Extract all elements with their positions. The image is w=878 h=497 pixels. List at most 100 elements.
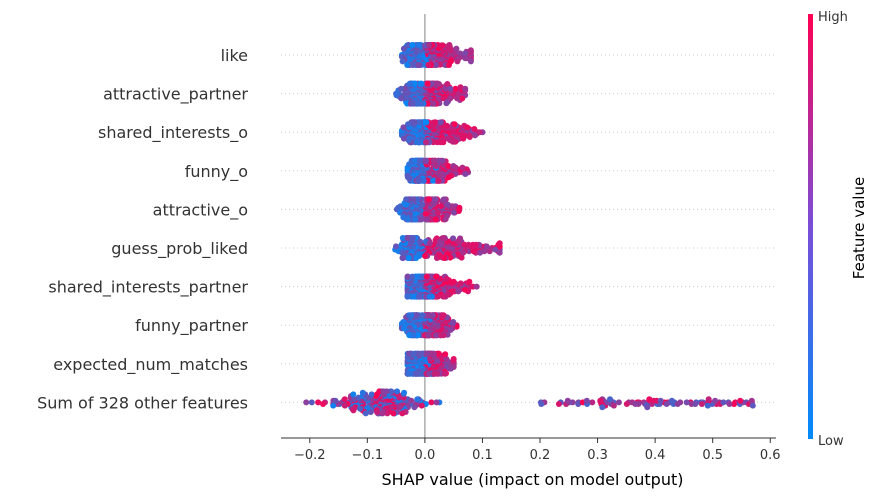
shap-point bbox=[405, 137, 412, 144]
row-guides bbox=[281, 54, 776, 403]
shap-point bbox=[483, 243, 490, 250]
shap-point bbox=[405, 121, 412, 128]
shap-point bbox=[399, 235, 406, 241]
shap-point bbox=[657, 397, 664, 404]
shap-point bbox=[401, 135, 407, 142]
shap-point bbox=[437, 139, 444, 146]
shap-point bbox=[444, 212, 451, 219]
shap-point bbox=[441, 196, 448, 203]
shap-point bbox=[412, 370, 419, 377]
x-tick-label: −0.1 bbox=[352, 448, 384, 463]
shap-point bbox=[473, 283, 480, 290]
shap-point bbox=[440, 312, 447, 319]
feature-label: funny_o bbox=[185, 162, 248, 182]
shap-point bbox=[400, 214, 407, 221]
shap-point bbox=[731, 401, 738, 407]
shap-point bbox=[453, 45, 460, 52]
shap-point bbox=[444, 201, 451, 208]
shap-point bbox=[674, 401, 681, 407]
shap-point bbox=[457, 84, 464, 91]
shap-point bbox=[440, 235, 447, 241]
shap-point bbox=[416, 293, 423, 300]
shap-point bbox=[394, 388, 401, 395]
shap-point bbox=[445, 135, 451, 142]
shap-point bbox=[320, 401, 326, 407]
shap-point bbox=[430, 100, 437, 107]
shap-point bbox=[409, 273, 416, 280]
shap-point bbox=[443, 100, 450, 107]
shap-point bbox=[462, 50, 468, 57]
shap-point bbox=[704, 402, 711, 409]
shap-point bbox=[455, 288, 462, 295]
shap-point bbox=[471, 126, 478, 132]
shap-point bbox=[705, 396, 712, 403]
shap-point bbox=[418, 402, 425, 409]
shap-point bbox=[414, 332, 421, 339]
shap-point bbox=[417, 157, 423, 164]
shap-point bbox=[452, 85, 459, 92]
shap-point bbox=[458, 254, 465, 261]
shap-point bbox=[388, 388, 395, 395]
shap-point bbox=[447, 327, 454, 333]
shap-point bbox=[712, 397, 719, 404]
shap-point bbox=[496, 249, 503, 256]
x-tick-label: 0.0 bbox=[415, 448, 436, 463]
shap-point bbox=[462, 85, 469, 92]
shap-point bbox=[496, 240, 503, 247]
shap-point bbox=[456, 204, 463, 211]
shap-point bbox=[359, 389, 366, 396]
shap-point bbox=[413, 312, 420, 319]
shap-point bbox=[459, 164, 466, 171]
shap-point bbox=[411, 119, 418, 126]
colorbar bbox=[808, 14, 813, 439]
feature-label: shared_interests_partner bbox=[48, 278, 248, 298]
shap-point bbox=[398, 95, 405, 102]
feature-label: shared_interests_o bbox=[98, 123, 248, 143]
shap-point bbox=[610, 402, 617, 409]
shap-point bbox=[698, 401, 705, 407]
shap-point bbox=[615, 399, 622, 406]
shap-point bbox=[737, 397, 744, 404]
shap-point bbox=[589, 399, 596, 406]
shap-point bbox=[379, 410, 386, 417]
shap-point bbox=[427, 240, 433, 247]
shap-point bbox=[435, 177, 442, 184]
shap-point bbox=[668, 397, 675, 404]
shap-point bbox=[397, 203, 404, 210]
shap-point bbox=[357, 405, 364, 412]
shap-point bbox=[401, 389, 408, 396]
shap-point bbox=[455, 238, 461, 245]
shap-point bbox=[470, 248, 477, 255]
shap-point bbox=[374, 409, 380, 415]
shap-point bbox=[413, 255, 420, 261]
shap-point bbox=[459, 95, 466, 102]
shap-point bbox=[429, 312, 436, 319]
shap-point bbox=[416, 42, 423, 48]
shap-point bbox=[683, 399, 690, 406]
shap-point bbox=[422, 139, 429, 146]
shap-point bbox=[449, 138, 456, 145]
feature-label: like bbox=[221, 46, 248, 65]
shap-point bbox=[607, 396, 613, 403]
shap-point bbox=[447, 85, 454, 92]
shap-point bbox=[430, 350, 437, 357]
shap-point bbox=[330, 402, 337, 409]
shap-point bbox=[449, 203, 456, 210]
shap-point bbox=[462, 286, 469, 293]
shap-point bbox=[396, 394, 403, 401]
shap-point bbox=[415, 350, 422, 357]
shap-point bbox=[407, 80, 413, 87]
feature-label: guess_prob_liked bbox=[111, 239, 248, 259]
shap-point bbox=[447, 95, 454, 102]
shap-point bbox=[421, 157, 428, 164]
shap-point bbox=[350, 391, 357, 398]
shap-point bbox=[435, 157, 442, 164]
shap-point bbox=[401, 325, 407, 332]
shap-point bbox=[646, 396, 653, 403]
shap-point bbox=[403, 196, 410, 203]
shap-point bbox=[414, 273, 421, 280]
shap-point bbox=[424, 80, 431, 87]
shap-point bbox=[466, 134, 473, 140]
feature-label: Sum of 328 other features bbox=[37, 393, 248, 412]
shap-point bbox=[450, 319, 457, 325]
